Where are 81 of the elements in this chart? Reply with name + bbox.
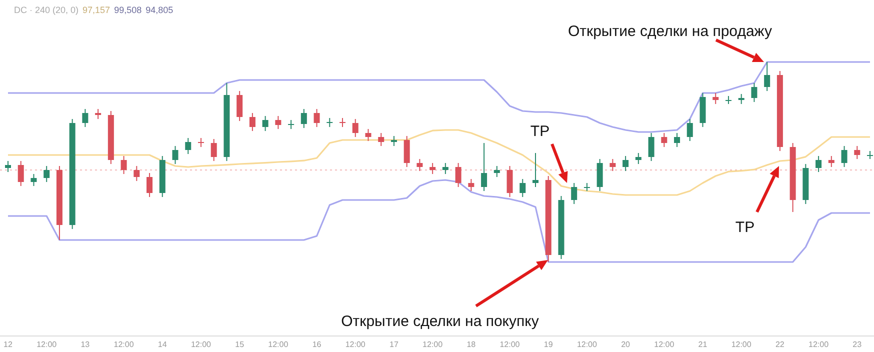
candlestick (648, 132, 654, 162)
x-tick-label: 19 (544, 340, 554, 349)
x-tick-label: 12 (4, 340, 13, 349)
candlestick (146, 172, 153, 198)
candlestick (674, 132, 680, 148)
candlestick (314, 108, 320, 128)
candlestick (816, 156, 822, 172)
candlestick (661, 132, 668, 148)
x-tick-label: 21 (698, 340, 708, 349)
x-tick-label: 23 (852, 340, 862, 349)
candlestick (854, 146, 860, 160)
candlestick (430, 162, 436, 174)
candlestick (520, 178, 526, 198)
candlestick (236, 90, 243, 122)
candlestick (764, 62, 770, 92)
x-tick-label: 16 (312, 340, 322, 349)
chart-title: DC · 240 (20, 0) (14, 5, 79, 15)
x-tick-label: 18 (466, 340, 476, 349)
x-tick-label: 12:00 (422, 340, 444, 349)
text: 97,157 (82, 5, 110, 15)
candlestick (365, 128, 372, 142)
x-tick-label: 12:00 (654, 340, 675, 349)
x-tick-label: 15 (235, 340, 245, 349)
x-tick-label: 12:00 (345, 340, 366, 349)
x-tick-label: 22 (775, 340, 785, 349)
candlestick (44, 166, 50, 182)
candlestick (416, 158, 423, 172)
text: 94,805 (146, 5, 174, 15)
candlestick (610, 158, 616, 172)
candlestick (404, 136, 410, 168)
x-tick-label: 12:00 (114, 340, 134, 349)
candlestick (210, 138, 217, 162)
candlestick (828, 156, 834, 168)
candlestick (571, 182, 578, 204)
candlestick (352, 118, 358, 138)
candlestick (378, 132, 384, 146)
x-tick-label: 14 (158, 340, 168, 349)
annotation: TP (530, 123, 550, 140)
candlestick (134, 166, 140, 182)
x-tick-label: 20 (621, 340, 631, 349)
x-tick-label: 12:00 (268, 340, 289, 349)
x-tick-label: 12:00 (36, 340, 58, 349)
candlestick (532, 152, 538, 188)
candlestick (622, 156, 629, 172)
x-tick-label: 12:00 (190, 340, 212, 349)
candlestick (95, 108, 102, 120)
candlestick (596, 158, 603, 192)
candlestick (738, 94, 744, 104)
candlestick (262, 116, 268, 132)
candlestick (249, 112, 256, 132)
text: Открытие сделки на продажу (568, 23, 772, 40)
x-tick-label: 12:00 (731, 340, 752, 349)
candlestick (686, 118, 693, 142)
candlestick (18, 160, 24, 186)
annotation: TP (735, 219, 755, 236)
candlestick (468, 178, 474, 192)
candlestick (30, 174, 37, 186)
candlestick (506, 166, 513, 198)
candlestick (172, 146, 178, 164)
x-tick-label: 12:00 (500, 340, 520, 349)
x-tick-label: 12:00 (808, 340, 830, 349)
candlestick (185, 138, 192, 154)
candlestick (635, 152, 642, 164)
candlestick (390, 136, 397, 146)
text: Открытие сделки на покупку (341, 313, 540, 330)
candlestick (481, 142, 488, 192)
candlestick (712, 92, 719, 104)
text: 99,508 (114, 5, 142, 15)
candlestick (5, 160, 11, 172)
candlestick (455, 162, 462, 188)
candlestick (300, 108, 307, 128)
candlestick (841, 146, 848, 168)
candlestick (275, 116, 282, 130)
x-tick-label: 13 (80, 340, 90, 349)
x-tick-label: 12:00 (576, 340, 598, 349)
candlestick (442, 162, 448, 174)
candlestick (494, 166, 500, 178)
candlestick (751, 82, 758, 102)
x-tick-label: 17 (390, 340, 399, 349)
candlestick (120, 156, 127, 174)
candlestick (82, 108, 88, 128)
